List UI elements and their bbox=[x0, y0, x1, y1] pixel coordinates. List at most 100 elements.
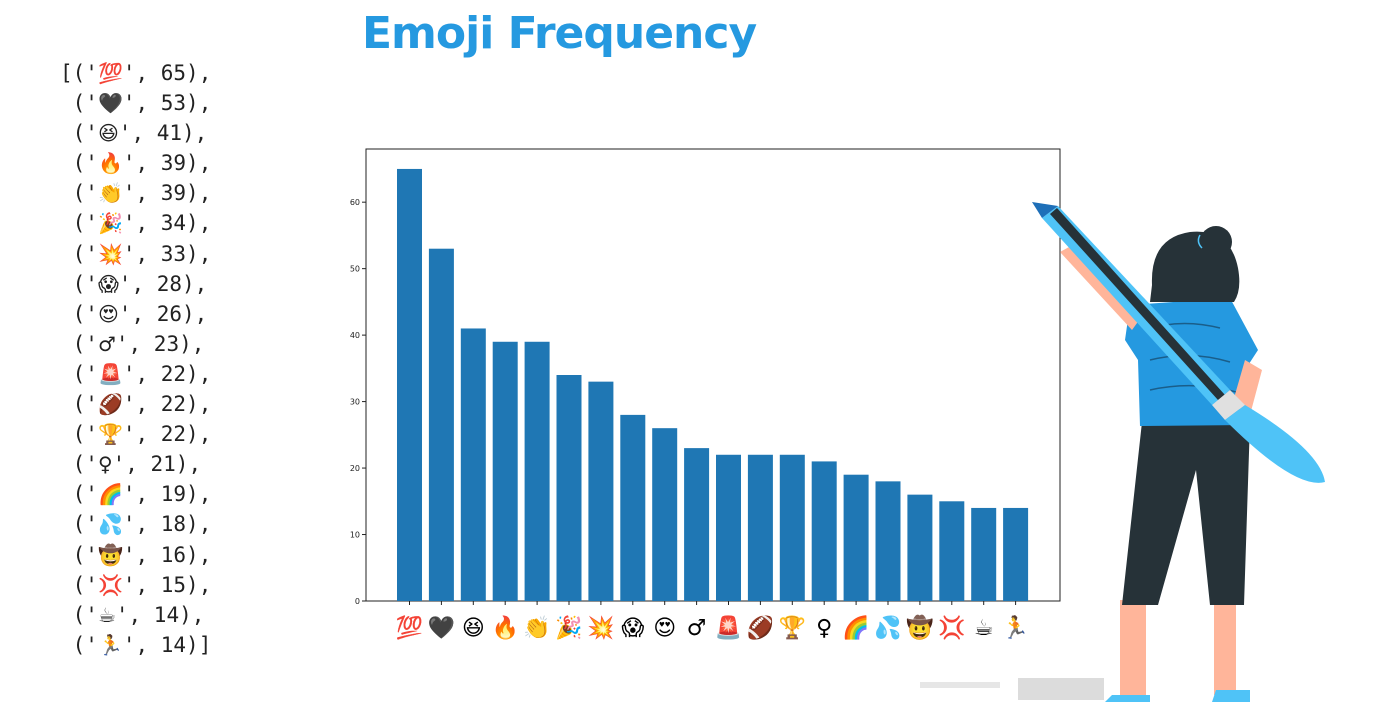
x-category-label: 🏈 bbox=[747, 615, 774, 641]
row-count: ', 22), bbox=[122, 392, 212, 417]
x-axis-labels: 💯 🖤 😆 🔥 👏 🎉 💥 😱 😍 ♂ 🚨 🏈 🏆 ♀ 🌈 💦 🤠 💢 ☕ 🏃 bbox=[396, 601, 1029, 641]
row-prefix: (' bbox=[60, 211, 98, 236]
row-emoji: 🏆 bbox=[97, 422, 123, 447]
pencil-tip bbox=[1032, 202, 1058, 218]
trousers bbox=[1122, 422, 1250, 605]
x-category-label: 💥 bbox=[587, 615, 614, 641]
row-count: ', 39), bbox=[122, 181, 212, 206]
row-prefix: (' bbox=[60, 422, 98, 447]
row-emoji: 🤠 bbox=[97, 542, 123, 567]
pencil-ferrule bbox=[1212, 390, 1245, 420]
pencil-stripe bbox=[1050, 208, 1225, 400]
row-prefix: (' bbox=[60, 632, 98, 657]
x-category-label: 💢 bbox=[938, 615, 965, 641]
hair-bun bbox=[1200, 226, 1232, 258]
y-tick-label: 20 bbox=[350, 464, 360, 473]
frequency-list-row: ('🏈', 22), bbox=[60, 389, 212, 419]
row-emoji: 💢 bbox=[97, 572, 123, 597]
row-count: ', 34), bbox=[122, 211, 212, 236]
row-emoji: 💦 bbox=[97, 512, 123, 537]
bar bbox=[524, 341, 550, 601]
row-prefix: (' bbox=[60, 482, 98, 507]
bar-chart: 0 10 20 30 40 50 60 💯 🖤 😆 🔥 👏 🎉 💥 😱 😍 ♂ 🚨 🏈 🏆 ♀ 🌈 💦 🤠 💢 ☕ 🏃 bbox=[350, 148, 1061, 641]
row-count: ', 21), bbox=[112, 452, 202, 477]
row-prefix: (' bbox=[60, 181, 98, 206]
bar bbox=[843, 474, 869, 601]
x-category-label: 🤠 bbox=[906, 614, 933, 641]
frequency-list-row: ('💥', 33), bbox=[60, 239, 212, 269]
x-category-label: 🏃 bbox=[1002, 615, 1029, 641]
frequency-list-row: ('😍', 26), bbox=[60, 299, 211, 329]
frequency-list: [('💯', 65), ('🖤', 53), ('😆', 41), ('🔥', … bbox=[60, 58, 211, 660]
row-emoji: ☕ bbox=[97, 602, 116, 627]
row-count: ', 26), bbox=[118, 301, 208, 326]
row-count: ', 33), bbox=[122, 241, 212, 266]
row-emoji: 👏 bbox=[97, 181, 123, 206]
woman-with-pencil-illustration bbox=[920, 202, 1325, 702]
x-category-label: 🎉 bbox=[555, 615, 582, 641]
y-axis-ticks: 0 10 20 30 40 50 60 bbox=[350, 198, 366, 606]
bar bbox=[620, 414, 646, 601]
bar bbox=[460, 328, 486, 601]
frequency-list-row: ('🖤', 53), bbox=[60, 88, 212, 118]
row-emoji: 🏈 bbox=[97, 392, 123, 417]
frequency-list-row: ('😱', 28), bbox=[60, 269, 211, 299]
bar bbox=[747, 454, 773, 601]
y-tick-label: 30 bbox=[350, 398, 360, 407]
row-emoji: 😆 bbox=[97, 121, 119, 146]
x-category-label: 💯 bbox=[396, 615, 423, 641]
x-category-label: ♀ bbox=[816, 616, 832, 641]
bar bbox=[779, 454, 805, 601]
row-emoji: 🏃 bbox=[97, 632, 123, 657]
bar bbox=[716, 454, 741, 601]
right-shoe bbox=[1212, 690, 1250, 702]
x-category-label: 😆 bbox=[462, 616, 485, 641]
frequency-list-row: ('👏', 39), bbox=[60, 178, 212, 208]
bar bbox=[875, 481, 901, 601]
row-count: ', 22), bbox=[122, 361, 212, 386]
floor-block bbox=[1018, 678, 1104, 700]
bar bbox=[811, 461, 837, 601]
y-tick-label: 60 bbox=[350, 198, 360, 207]
row-count: ', 18), bbox=[122, 512, 212, 537]
row-count: ', 22), bbox=[122, 422, 212, 447]
bar-series bbox=[397, 168, 1029, 602]
left-shoe bbox=[1105, 695, 1150, 702]
frequency-list-row: ('🏆', 22), bbox=[60, 419, 212, 449]
row-emoji: 💥 bbox=[97, 241, 123, 266]
x-category-label: 🚨 bbox=[715, 615, 742, 641]
x-category-label: 😱 bbox=[621, 616, 644, 641]
frequency-list-row: ('🎉', 34), bbox=[60, 208, 212, 238]
bar bbox=[684, 448, 710, 601]
bar bbox=[1003, 507, 1029, 601]
y-tick-label: 10 bbox=[350, 531, 360, 540]
frequency-list-row: ('💦', 18), bbox=[60, 509, 212, 539]
right-leg bbox=[1214, 600, 1236, 695]
row-count: ', 65), bbox=[122, 61, 212, 85]
bar bbox=[492, 341, 518, 601]
row-prefix: (' bbox=[60, 392, 98, 417]
row-count: ', 41), bbox=[118, 121, 208, 146]
row-emoji: 🔥 bbox=[97, 151, 123, 176]
frequency-list-row: [('💯', 65), bbox=[60, 58, 211, 88]
row-emoji: 🌈 bbox=[97, 482, 123, 507]
row-count: ', 53), bbox=[122, 91, 212, 116]
row-emoji: ♂ bbox=[97, 331, 116, 356]
row-prefix: (' bbox=[60, 572, 98, 597]
row-count: ', 14)] bbox=[122, 632, 212, 657]
frequency-list-row: ('🚨', 22), bbox=[60, 359, 212, 389]
x-category-label: 👏 bbox=[523, 615, 550, 641]
frequency-list-row: ('♀', 21), bbox=[60, 449, 211, 479]
floor-shadow bbox=[920, 682, 1000, 688]
row-prefix: (' bbox=[60, 301, 98, 326]
pencil-eraser bbox=[1225, 405, 1325, 483]
bar bbox=[428, 248, 454, 601]
x-category-label: 😍 bbox=[653, 616, 676, 641]
row-prefix: (' bbox=[60, 331, 98, 356]
bar bbox=[652, 428, 678, 601]
x-category-label: 💦 bbox=[874, 613, 901, 641]
plot-frame bbox=[365, 148, 1061, 602]
row-count: ', 39), bbox=[122, 151, 212, 176]
row-prefix: (' bbox=[60, 361, 98, 386]
row-count: ', 15), bbox=[122, 572, 212, 597]
